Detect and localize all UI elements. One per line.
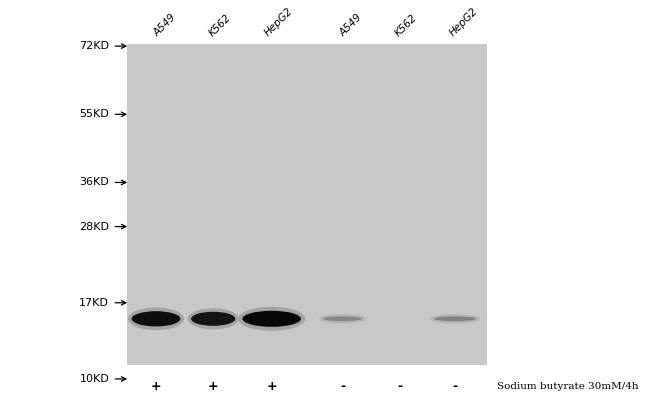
Text: HepG2: HepG2 [263, 6, 294, 38]
Text: HepG2: HepG2 [448, 6, 480, 38]
Ellipse shape [128, 307, 184, 330]
Text: -: - [340, 381, 345, 393]
Text: -: - [452, 381, 458, 393]
Text: +: + [208, 381, 218, 393]
Ellipse shape [188, 308, 239, 329]
Ellipse shape [238, 307, 306, 331]
Ellipse shape [131, 311, 181, 326]
Text: 17KD: 17KD [79, 298, 109, 308]
Text: 10KD: 10KD [79, 374, 109, 384]
Text: A549: A549 [152, 12, 178, 38]
Text: 28KD: 28KD [79, 222, 109, 231]
Text: +: + [266, 381, 277, 393]
Text: Sodium butyrate 30mM/4h: Sodium butyrate 30mM/4h [497, 383, 639, 391]
Bar [127, 44, 487, 365]
Text: A549: A549 [337, 12, 363, 38]
Ellipse shape [434, 316, 476, 321]
Text: 36KD: 36KD [79, 178, 109, 187]
Text: +: + [151, 381, 161, 393]
Ellipse shape [242, 311, 301, 327]
Text: K562: K562 [393, 12, 419, 38]
Text: 72KD: 72KD [79, 41, 109, 51]
Ellipse shape [191, 312, 235, 326]
Ellipse shape [323, 316, 362, 321]
Text: K562: K562 [207, 12, 233, 38]
Ellipse shape [319, 314, 366, 324]
Text: -: - [397, 381, 402, 393]
Text: 55KD: 55KD [79, 109, 109, 119]
Ellipse shape [430, 314, 480, 324]
